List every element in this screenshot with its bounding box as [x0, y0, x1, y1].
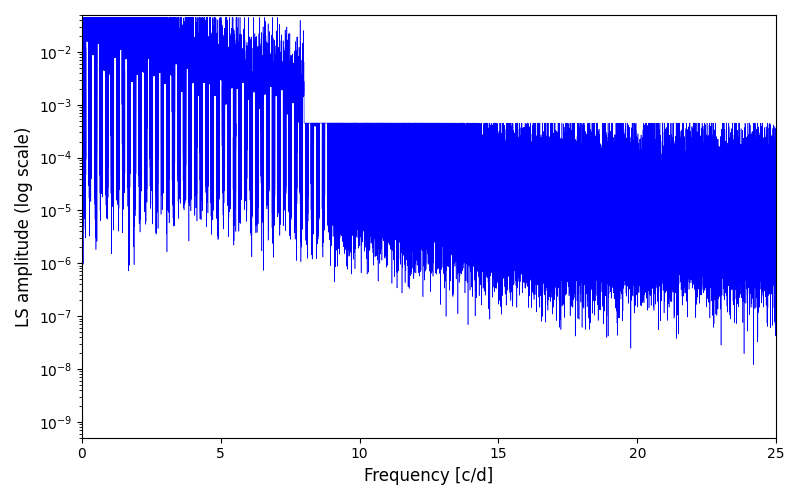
Y-axis label: LS amplitude (log scale): LS amplitude (log scale): [15, 126, 33, 326]
X-axis label: Frequency [c/d]: Frequency [c/d]: [364, 467, 494, 485]
